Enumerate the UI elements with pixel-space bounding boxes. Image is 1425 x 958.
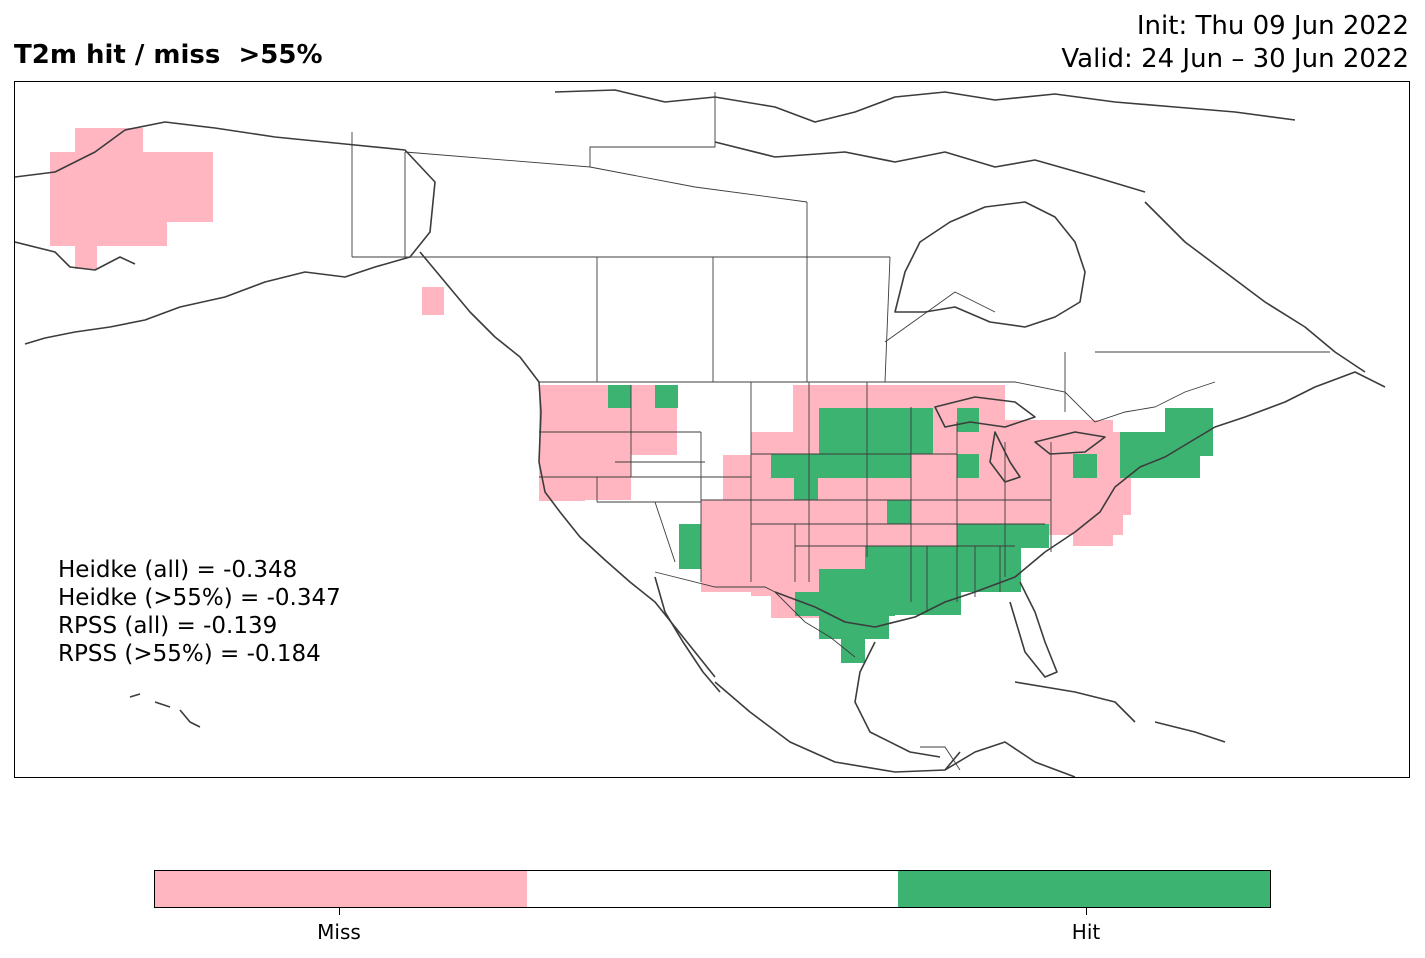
colorbar-neutral xyxy=(526,871,899,907)
map-panel xyxy=(14,81,1410,778)
coastlines xyxy=(15,89,1386,777)
map-title: T2m hit / miss >55% xyxy=(14,40,323,70)
colorbar-tick-miss xyxy=(339,908,340,915)
init-date: Init: Thu 09 Jun 2022 xyxy=(1136,11,1409,41)
colorbar-label-hit: Hit xyxy=(1071,920,1101,944)
heidke-all: Heidke (all) = -0.348 xyxy=(58,557,298,583)
colorbar-hit xyxy=(898,871,1271,907)
heidke-55: Heidke (>55%) = -0.347 xyxy=(58,585,341,611)
date-info: Init: Thu 09 Jun 2022 Valid: 24 Jun – 30… xyxy=(1061,10,1409,76)
map-canvas xyxy=(15,89,1386,777)
rpss-55: RPSS (>55%) = -0.184 xyxy=(58,641,321,667)
colorbar-label-miss: Miss xyxy=(317,920,361,944)
rpss-all: RPSS (all) = -0.139 xyxy=(58,613,278,639)
valid-range: Valid: 24 Jun – 30 Jun 2022 xyxy=(1061,44,1409,74)
colorbar-miss xyxy=(155,871,527,907)
colorbar xyxy=(154,870,1271,908)
colorbar-tick-hit xyxy=(1086,908,1087,915)
score-stats: Heidke (all) = -0.348 Heidke (>55%) = -0… xyxy=(58,556,341,668)
borders xyxy=(351,92,1330,771)
